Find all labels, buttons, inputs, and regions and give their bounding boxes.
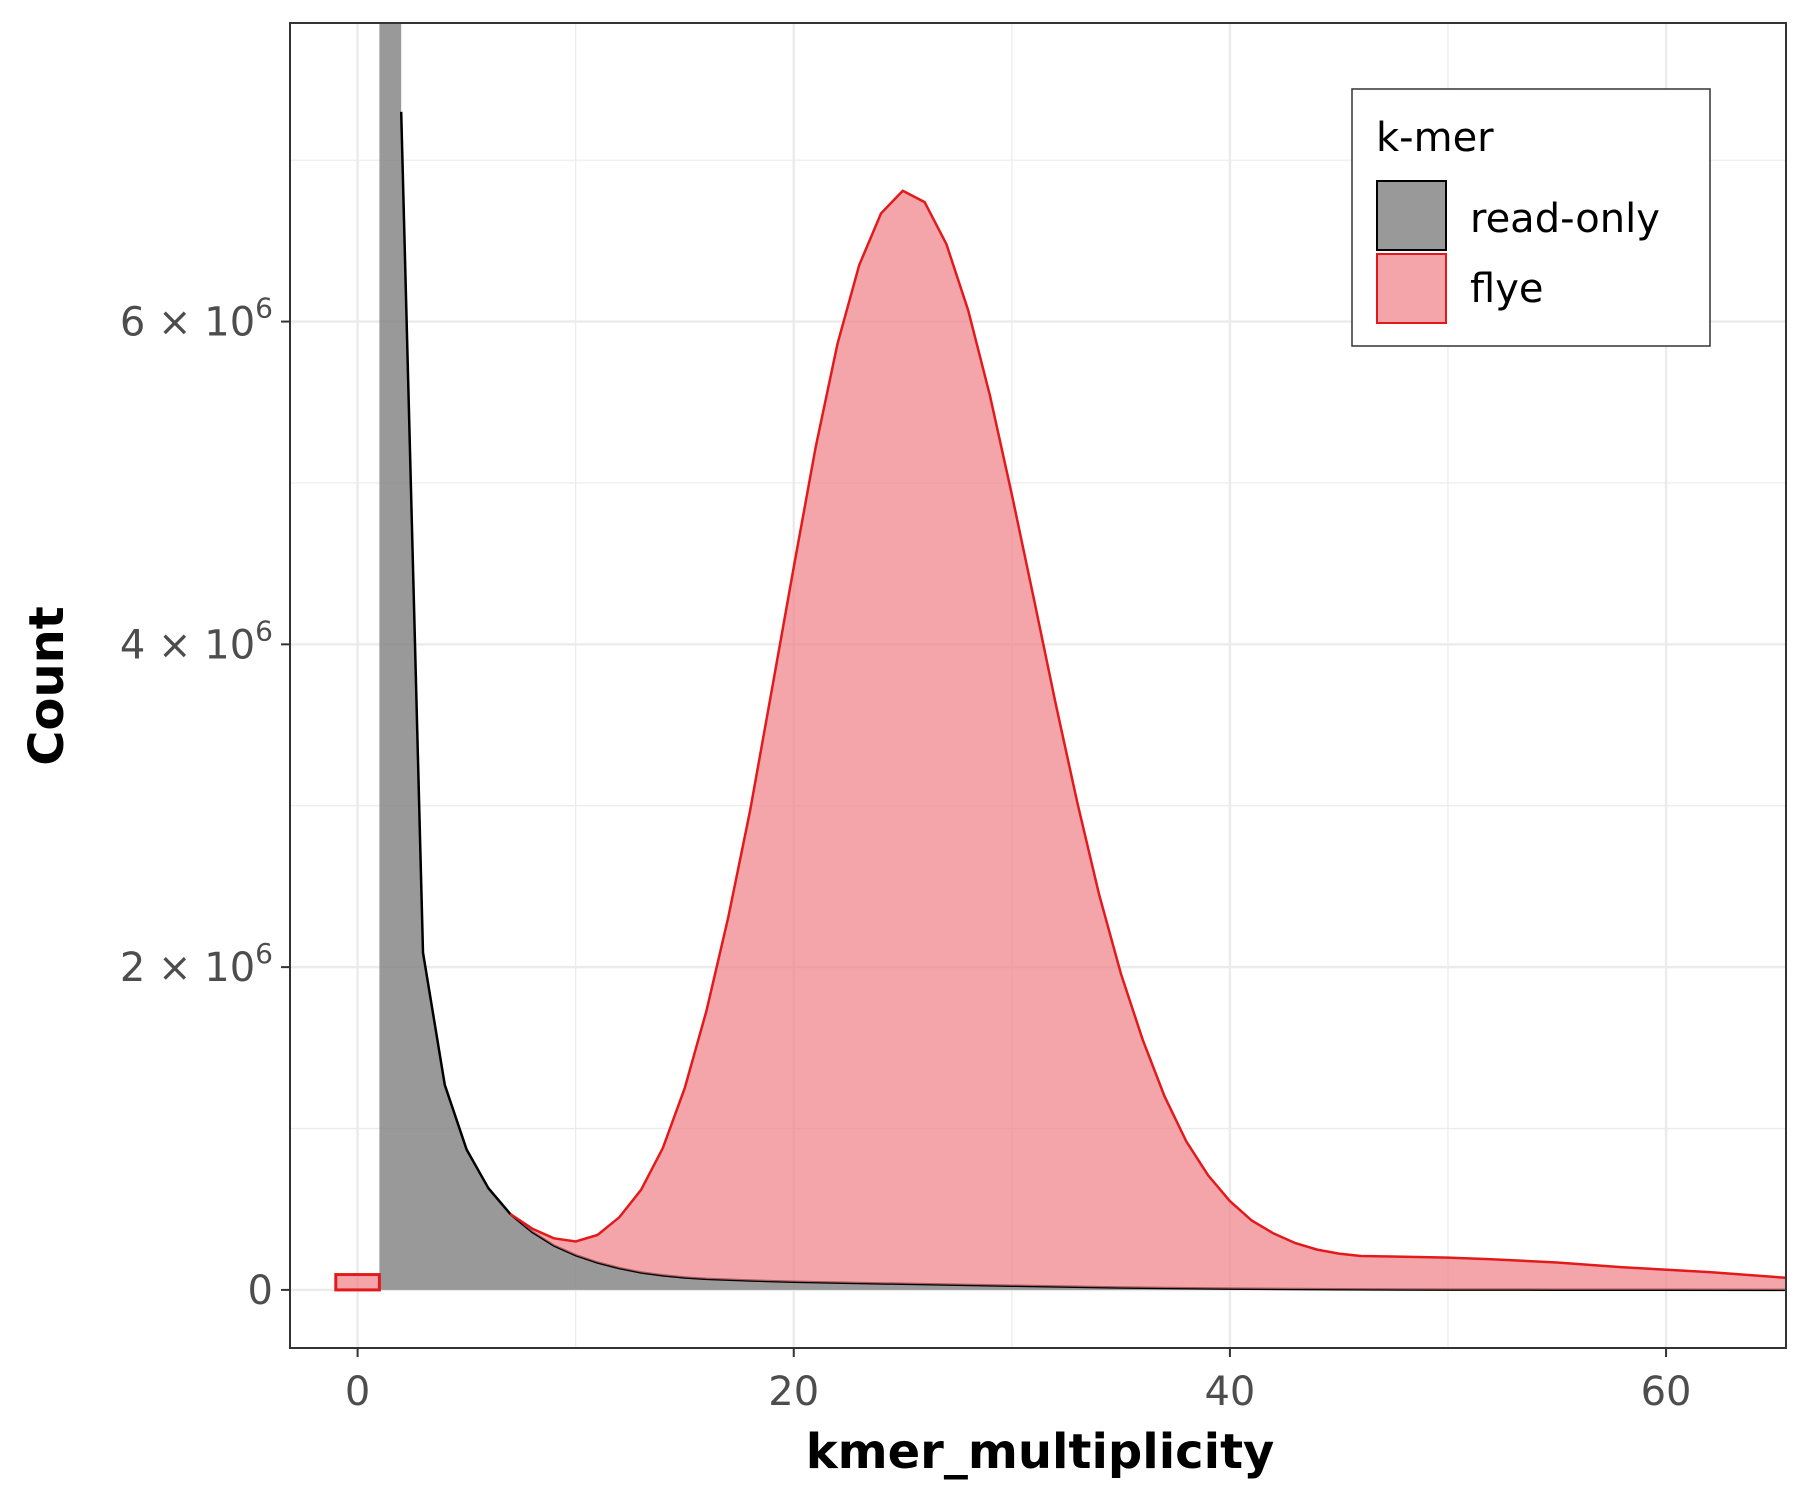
x-tick-label: 0	[345, 1369, 370, 1415]
area-flye	[510, 190, 1786, 1290]
y-tick-label: 2 × 106	[120, 937, 273, 991]
legend-title: k-mer	[1376, 115, 1494, 161]
legend-key-read-only	[1376, 180, 1447, 251]
panel-border	[289, 22, 1787, 1349]
data-layer	[334, 23, 1786, 1292]
x-axis-title: kmer_multiplicity	[806, 1424, 1275, 1480]
y-tick-label: 0	[248, 1268, 273, 1314]
line-flye	[509, 189, 1786, 1280]
bar-flye-zero	[334, 1273, 381, 1292]
x-tick-label: 20	[768, 1369, 819, 1415]
legend-label-read-only: read-only	[1470, 196, 1660, 242]
x-tick-label: 40	[1204, 1369, 1255, 1415]
legend-key-flye	[1376, 253, 1447, 324]
legend: k-mer read-only flye	[1351, 88, 1711, 347]
y-tick-label: 6 × 106	[120, 292, 273, 346]
axis-layer: 0 20 40 60 0 2 × 106 4 × 106 6 × 106	[120, 292, 1692, 1415]
legend-label-flye: flye	[1470, 266, 1543, 312]
y-tick-label: 4 × 106	[120, 614, 273, 668]
x-tick-label: 60	[1641, 1369, 1692, 1415]
y-axis-title: Count	[19, 606, 75, 766]
